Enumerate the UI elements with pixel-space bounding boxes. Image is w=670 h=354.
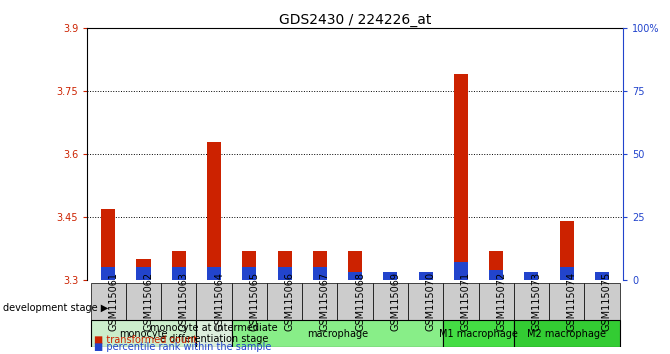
FancyBboxPatch shape [338, 283, 373, 320]
Bar [489, 270, 503, 280]
Bar [419, 276, 433, 280]
FancyBboxPatch shape [196, 320, 232, 347]
Bar [454, 262, 468, 280]
Bar [313, 267, 327, 280]
Text: GSM115069: GSM115069 [391, 272, 401, 331]
FancyBboxPatch shape [444, 320, 514, 347]
Bar [313, 251, 327, 280]
FancyBboxPatch shape [373, 283, 408, 320]
Bar [454, 74, 468, 280]
Bar [383, 276, 397, 280]
FancyBboxPatch shape [90, 320, 196, 347]
Bar [525, 276, 539, 280]
FancyBboxPatch shape [232, 320, 444, 347]
Text: monocyte at intermediate
e differentiation stage: monocyte at intermediate e differentiati… [150, 323, 278, 344]
Bar [243, 267, 257, 280]
Bar [172, 251, 186, 280]
Bar [559, 221, 574, 280]
FancyBboxPatch shape [126, 283, 161, 320]
Text: GSM115071: GSM115071 [461, 272, 471, 331]
Text: monocyte: monocyte [119, 329, 168, 338]
Text: ■ percentile rank within the sample: ■ percentile rank within the sample [94, 342, 271, 352]
Text: GSM115074: GSM115074 [567, 272, 577, 331]
Bar [137, 267, 151, 280]
FancyBboxPatch shape [478, 283, 514, 320]
FancyBboxPatch shape [514, 283, 549, 320]
FancyBboxPatch shape [90, 283, 126, 320]
Text: GSM115070: GSM115070 [425, 272, 436, 331]
Text: GSM115062: GSM115062 [143, 272, 153, 331]
FancyBboxPatch shape [267, 283, 302, 320]
Bar [243, 251, 257, 280]
Text: GSM115066: GSM115066 [285, 272, 295, 331]
Text: M1 macrophage: M1 macrophage [439, 329, 518, 338]
Text: GSM115073: GSM115073 [531, 272, 541, 331]
Bar [207, 267, 221, 280]
Text: GSM115075: GSM115075 [602, 272, 612, 331]
Bar [277, 267, 291, 280]
Bar [101, 267, 115, 280]
Bar [595, 276, 609, 280]
FancyBboxPatch shape [408, 283, 444, 320]
Text: GSM115063: GSM115063 [179, 272, 189, 331]
Bar [101, 209, 115, 280]
Text: development stage ▶: development stage ▶ [3, 303, 109, 313]
Bar [595, 272, 609, 280]
Text: macrophage: macrophage [307, 329, 368, 338]
Bar [383, 272, 397, 280]
Text: GSM115067: GSM115067 [320, 272, 330, 331]
Text: GSM115065: GSM115065 [249, 272, 259, 331]
FancyBboxPatch shape [302, 283, 338, 320]
Bar [419, 272, 433, 280]
Text: GSM115064: GSM115064 [214, 272, 224, 331]
Text: GSM115068: GSM115068 [355, 272, 365, 331]
Bar [559, 267, 574, 280]
FancyBboxPatch shape [232, 283, 267, 320]
FancyBboxPatch shape [584, 283, 620, 320]
Title: GDS2430 / 224226_at: GDS2430 / 224226_at [279, 13, 431, 27]
Bar [277, 251, 291, 280]
FancyBboxPatch shape [161, 283, 196, 320]
Bar [348, 272, 362, 280]
Text: GSM115061: GSM115061 [109, 272, 119, 331]
Bar [348, 251, 362, 280]
Text: ■ transformed count: ■ transformed count [94, 335, 197, 345]
FancyBboxPatch shape [549, 283, 584, 320]
Bar [207, 142, 221, 280]
Text: M2 macrophage: M2 macrophage [527, 329, 606, 338]
FancyBboxPatch shape [196, 283, 232, 320]
Bar [525, 272, 539, 280]
FancyBboxPatch shape [444, 283, 478, 320]
Bar [489, 251, 503, 280]
Bar [137, 259, 151, 280]
Bar [172, 267, 186, 280]
Text: GSM115072: GSM115072 [496, 272, 506, 331]
FancyBboxPatch shape [514, 320, 620, 347]
